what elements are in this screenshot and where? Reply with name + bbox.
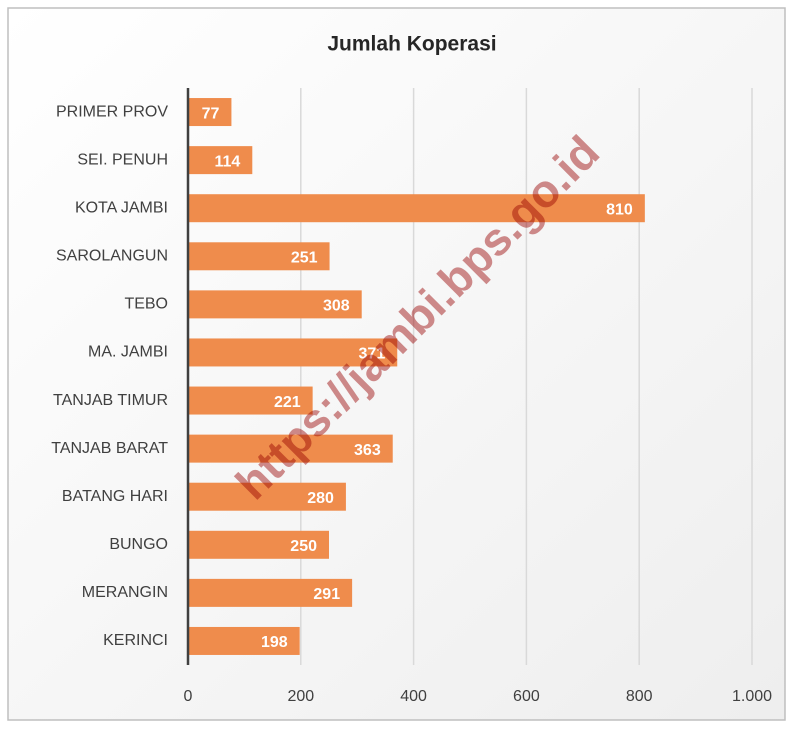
data-label: 810	[606, 201, 633, 218]
bar	[188, 434, 393, 463]
y-tick-label: SEI. PENUH	[77, 151, 168, 168]
x-tick-label: 600	[513, 688, 540, 705]
bar	[188, 530, 329, 559]
y-tick-label: TANJAB BARAT	[51, 440, 168, 457]
data-label: 291	[313, 586, 340, 603]
y-tick-label: BUNGO	[109, 536, 168, 553]
data-label: 371	[359, 346, 386, 363]
data-label: 221	[274, 394, 301, 411]
y-tick-label: PRIMER PROV	[56, 103, 168, 120]
data-label: 114	[214, 153, 240, 170]
y-tick-label: MERANGIN	[82, 584, 168, 601]
x-tick-label: 1.000	[732, 688, 772, 705]
data-label: 308	[323, 298, 350, 315]
bar	[188, 578, 353, 607]
data-label: 280	[307, 490, 334, 507]
chart-title: Jumlah Koperasi	[327, 33, 496, 56]
data-label: 77	[202, 105, 220, 122]
bar	[188, 482, 346, 511]
y-tick-label: BATANG HARI	[62, 488, 168, 505]
bar	[188, 290, 362, 319]
x-tick-label: 200	[287, 688, 314, 705]
x-tick-label: 800	[626, 688, 653, 705]
x-tick-label: 0	[184, 688, 193, 705]
data-label: 363	[354, 442, 381, 459]
y-tick-label: KERINCI	[103, 632, 168, 649]
bar	[188, 626, 300, 655]
bar	[188, 98, 232, 127]
bar	[188, 146, 253, 175]
bar	[188, 194, 645, 223]
bar	[188, 386, 313, 415]
y-tick-label: TANJAB TIMUR	[53, 392, 168, 409]
y-tick-label: MA. JAMBI	[88, 344, 168, 361]
y-tick-label: KOTA JAMBI	[75, 199, 168, 216]
bar	[188, 242, 330, 271]
data-label: 251	[291, 250, 318, 267]
data-label: 198	[261, 634, 288, 651]
y-tick-label: SAROLANGUN	[56, 248, 168, 265]
data-label: 250	[290, 538, 317, 555]
bar	[188, 338, 398, 367]
y-tick-label: TEBO	[124, 296, 168, 313]
x-tick-label: 400	[400, 688, 427, 705]
